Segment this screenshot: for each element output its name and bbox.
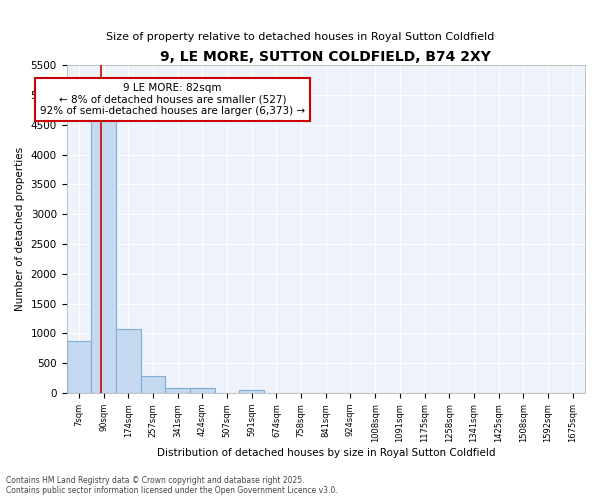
Bar bbox=[67, 340, 91, 393]
Text: Size of property relative to detached houses in Royal Sutton Coldfield: Size of property relative to detached ho… bbox=[106, 32, 494, 42]
Text: Contains HM Land Registry data © Crown copyright and database right 2025.
Contai: Contains HM Land Registry data © Crown c… bbox=[6, 476, 338, 495]
Bar bbox=[91, 120, 116, 393]
Text: 9 LE MORE: 82sqm
← 8% of detached houses are smaller (527)
92% of semi-detached : 9 LE MORE: 82sqm ← 8% of detached houses… bbox=[40, 83, 305, 116]
Bar bbox=[140, 376, 165, 393]
Y-axis label: Number of detached properties: Number of detached properties bbox=[15, 147, 25, 311]
Title: 9, LE MORE, SUTTON COLDFIELD, B74 2XY: 9, LE MORE, SUTTON COLDFIELD, B74 2XY bbox=[160, 50, 491, 64]
Bar bbox=[239, 390, 264, 393]
Bar bbox=[165, 388, 190, 393]
X-axis label: Distribution of detached houses by size in Royal Sutton Coldfield: Distribution of detached houses by size … bbox=[157, 448, 495, 458]
Bar bbox=[190, 388, 215, 393]
Bar bbox=[116, 328, 140, 393]
